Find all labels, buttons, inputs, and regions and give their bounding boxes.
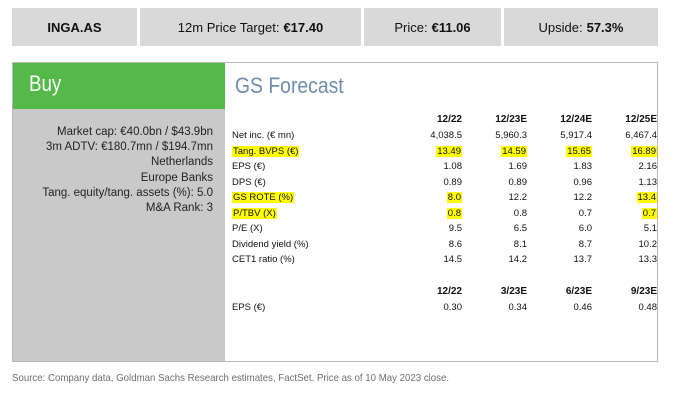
cell-value: 5,960.3 xyxy=(495,130,527,142)
table-header-row: 12/22 3/23E 6/23E 9/23E xyxy=(232,283,657,300)
table-row: GS ROTE (%) 8.0 12.2 12.2 13.4 xyxy=(232,190,657,206)
cell-value: 15.65 xyxy=(566,145,592,157)
cell-value: 14.5 xyxy=(443,254,463,266)
column-header: 9/23E xyxy=(630,286,657,297)
cell-value: 5.1 xyxy=(643,223,657,235)
stat-line: M&A Rank: 3 xyxy=(145,202,213,215)
price-target-cell: 12m Price Target: €17.40 xyxy=(140,8,364,46)
stat-line: Market cap: €40.0bn / $43.9bn xyxy=(57,126,213,138)
cell-value: 0.89 xyxy=(508,176,528,188)
table-row: Net inc. (€ mn) 4,038.5 5,960.3 5,917.4 6,46… xyxy=(232,128,657,144)
cell-value: 0.7 xyxy=(578,207,592,219)
cell-value: 8.6 xyxy=(448,238,462,250)
forecast-title: GS Forecast xyxy=(235,73,344,98)
annual-forecast-table: 12/22 12/23E 12/24E 12/25E Net inc. (€ mn) 4,… xyxy=(232,111,657,268)
table-row: CET1 ratio (%) 14.5 14.2 13.7 13.3 xyxy=(232,252,657,268)
rating-label: Buy xyxy=(29,71,62,96)
forecast-box: Buy Market cap: €40.0bn / $43.9bn 3m ADT… xyxy=(12,62,658,362)
cell-value: 0.34 xyxy=(508,302,528,314)
row-label: Net inc. (€ mn) xyxy=(232,130,295,142)
upside-label: Upside: xyxy=(538,19,583,35)
table-row: DPS (€) 0.89 0.89 0.96 1.13 xyxy=(232,175,657,191)
row-label: P/TBV (X) xyxy=(232,207,277,219)
cell-value: 0.46 xyxy=(573,302,593,314)
cell-value: 1.83 xyxy=(573,161,593,173)
cell-value: 9.5 xyxy=(448,223,462,235)
table-row: P/E (X) 9.5 6.5 6.0 5.1 xyxy=(232,221,657,237)
cell-value: 8.0 xyxy=(446,192,462,204)
company-summary-panel: Buy Market cap: €40.0bn / $43.9bn 3m ADT… xyxy=(13,63,225,361)
cell-value: 1.13 xyxy=(638,176,658,188)
price-target-value: €17.40 xyxy=(283,19,324,35)
table-header-row: 12/22 12/23E 12/24E 12/25E xyxy=(232,111,657,128)
ticker-cell: INGA.AS xyxy=(12,8,140,46)
row-label: Tang. BVPS (€) xyxy=(232,145,300,157)
cell-value: 2.16 xyxy=(638,161,658,173)
cell-value: 6.0 xyxy=(578,223,592,235)
quarterly-eps-table: 12/22 3/23E 6/23E 9/23E EPS (€) 0.30 0.34 0.46 0… xyxy=(232,283,657,316)
source-note: Source: Company data, Goldman Sachs Rese… xyxy=(12,372,450,384)
cell-value: 12.2 xyxy=(573,192,593,204)
cell-value: 1.08 xyxy=(443,161,463,173)
cell-value: 0.7 xyxy=(641,207,657,219)
cell-value: 10.2 xyxy=(638,238,658,250)
cell-value: 0.89 xyxy=(443,176,463,188)
cell-value: 0.8 xyxy=(446,207,462,219)
cell-value: 13.7 xyxy=(573,254,593,266)
stat-line: Netherlands xyxy=(150,156,213,169)
header-bar: INGA.AS 12m Price Target: €17.40 Price: … xyxy=(12,8,658,46)
upside-value: 57.3% xyxy=(586,19,624,35)
table-row: EPS (€) 0.30 0.34 0.46 0.48 xyxy=(232,300,657,316)
cell-value: 14.59 xyxy=(501,145,527,157)
column-header: 3/23E xyxy=(500,286,527,297)
column-header: 12/23E xyxy=(495,114,527,125)
cell-value: 1.69 xyxy=(508,161,528,173)
stat-line: 3m ADTV: €180.7mn / $194.7mn xyxy=(45,141,213,154)
table-row: Dividend yield (%) 8.6 8.1 8.7 10.2 xyxy=(232,237,657,253)
column-header: 12/22 xyxy=(436,114,462,125)
row-label: CET1 ratio (%) xyxy=(232,254,295,266)
price-cell: Price: €11.06 xyxy=(364,8,504,46)
stat-line: Europe Banks xyxy=(140,171,213,184)
cell-value: 6,467.4 xyxy=(625,130,657,142)
cell-value: 0.96 xyxy=(573,176,593,188)
row-label: Dividend yield (%) xyxy=(232,238,309,250)
header-blank xyxy=(232,111,392,128)
row-label: DPS (€) xyxy=(232,176,266,188)
cell-value: 0.30 xyxy=(443,302,463,314)
table-row: EPS (€) 1.08 1.69 1.83 2.16 xyxy=(232,159,657,175)
header-blank xyxy=(232,283,392,300)
row-label: GS ROTE (%) xyxy=(232,192,295,204)
cell-value: 0.48 xyxy=(638,302,658,314)
cell-value: 4,038.5 xyxy=(430,130,462,142)
column-header: 6/23E xyxy=(565,286,592,297)
cell-value: 5,917.4 xyxy=(560,130,592,142)
cell-value: 13.4 xyxy=(636,192,657,204)
upside-cell: Upside: 57.3% xyxy=(504,8,658,46)
row-label: EPS (€) xyxy=(232,161,266,173)
stat-line: Tang. equity/tang. assets (%): 5.0 xyxy=(42,186,213,199)
column-header: 12/25E xyxy=(625,114,657,125)
table-row: Tang. BVPS (€) 13.49 14.59 15.65 16.89 xyxy=(232,144,657,160)
cell-value: 13.3 xyxy=(638,254,658,266)
price-label: Price: xyxy=(394,19,428,35)
row-label: EPS (€) xyxy=(232,302,266,314)
cell-value: 13.49 xyxy=(436,145,462,157)
column-header: 12/22 xyxy=(436,286,462,297)
ticker: INGA.AS xyxy=(47,19,102,35)
rating-band: Buy xyxy=(13,63,225,109)
company-stats: Market cap: €40.0bn / $43.9bn 3m ADTV: €… xyxy=(42,125,213,216)
cell-value: 12.2 xyxy=(508,192,528,204)
column-header: 12/24E xyxy=(560,114,592,125)
cell-value: 16.89 xyxy=(631,145,657,157)
price-target-label: 12m Price Target: xyxy=(177,19,280,35)
cell-value: 8.7 xyxy=(578,238,592,250)
row-label: P/E (X) xyxy=(232,223,263,235)
cell-value: 6.5 xyxy=(513,223,527,235)
cell-value: 8.1 xyxy=(513,238,527,250)
cell-value: 14.2 xyxy=(508,254,528,266)
table-row: P/TBV (X) 0.8 0.8 0.7 0.7 xyxy=(232,206,657,222)
price-value: €11.06 xyxy=(431,19,471,35)
cell-value: 0.8 xyxy=(513,207,527,219)
